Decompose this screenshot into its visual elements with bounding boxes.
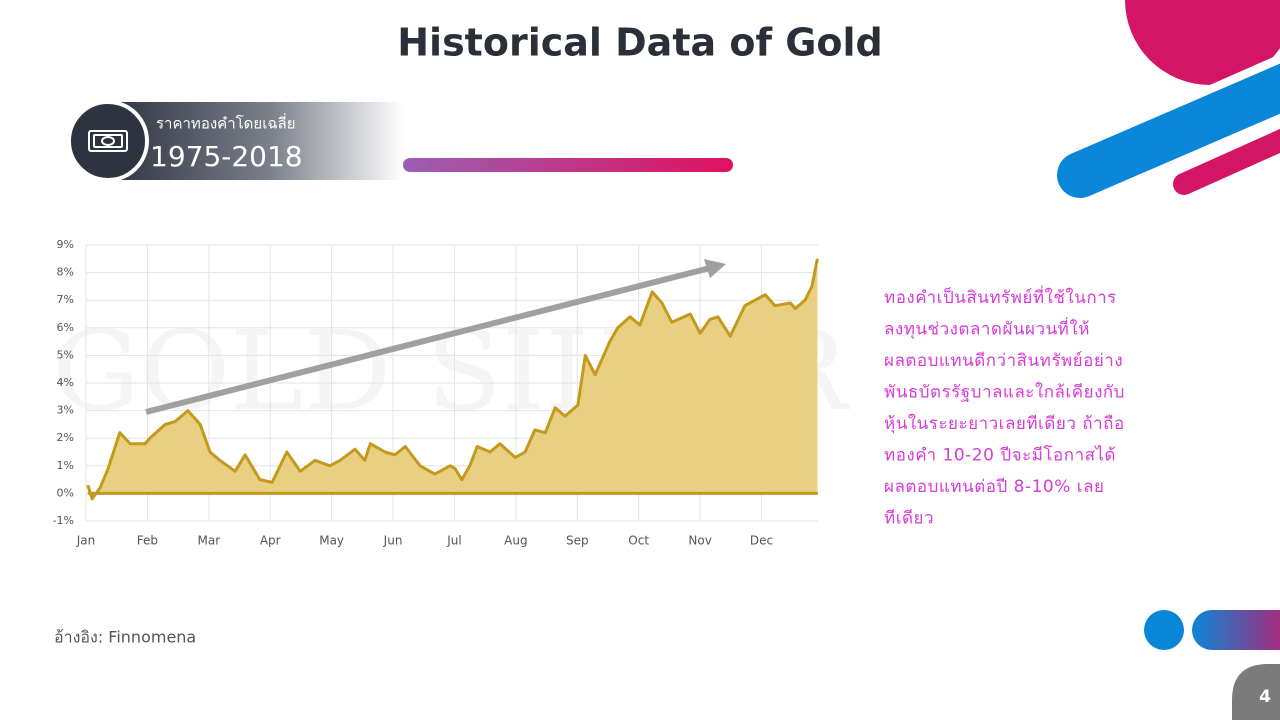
x-tick-label: May [319, 534, 344, 548]
pink-blob [1125, 0, 1280, 85]
x-tick-label: Sep [566, 534, 589, 548]
gradient-pill [1192, 610, 1280, 650]
x-tick-label: Oct [628, 534, 649, 548]
x-tick-label: Aug [504, 534, 527, 548]
x-tick-label: Jan [76, 534, 96, 548]
x-tick-label: Dec [750, 534, 773, 548]
badge-period: 1975-2018 [150, 140, 303, 173]
reference: อ้างอิง: Finnomena [54, 628, 196, 647]
x-tick-label: Jun [383, 534, 403, 548]
x-tick-label: Jul [446, 534, 461, 548]
paragraph: ทองคำเป็นสินทรัพย์ที่ใช้ในการลงทุนช่วงตล… [884, 285, 1125, 529]
x-tick-label: Feb [137, 534, 158, 548]
trend-arrow-head [704, 259, 726, 278]
blue-stripe [1057, 63, 1280, 198]
paragraph-line: พันธบัตรรัฐบาลและใกล้เคียงกับ [884, 382, 1125, 403]
area-line [86, 258, 819, 501]
accent-bar [403, 158, 733, 172]
paragraph-line: ทองคำเป็นสินทรัพย์ที่ใช้ในการ [884, 285, 1117, 308]
paragraph-line: หุ้นในระยะยาวเลยทีเดียว ถ้าถือ [884, 413, 1125, 434]
y-tick-label: 7% [57, 293, 74, 306]
y-tick-label: 0% [57, 486, 74, 499]
paragraph-line: ทองคำ 10-20 ปีจะมีโอกาสได้ [884, 445, 1116, 466]
y-tick-label: 1% [57, 459, 74, 472]
y-tick-label: -1% [53, 514, 74, 527]
pink-stripe [1173, 128, 1280, 195]
page-number: 4 [1259, 687, 1271, 707]
trend-arrow-shaft [145, 265, 711, 415]
blue-dot [1144, 610, 1184, 650]
y-tick-label: 5% [57, 348, 74, 361]
badge-caption: ราคาทองคำโดยเฉลี่ย [156, 113, 296, 133]
y-tick-label: 2% [57, 431, 74, 444]
y-tick-label: 9% [57, 238, 74, 251]
y-tick-label: 3% [57, 404, 74, 417]
chart: GOLD SILVER-1%0%1%2%3%4%5%6%7%8%9%Jan Feb… [52, 238, 851, 548]
badge-bar [108, 102, 403, 180]
paragraph-line: ผลตอบแทนต่อปี 8-10% เลย [884, 477, 1104, 497]
paragraph-line: ผลตอบแทนดีกว่าสินทรัพย์อย่าง [884, 351, 1123, 371]
y-tick-label: 8% [57, 266, 74, 279]
area-fill [87, 258, 818, 499]
paragraph-line: ลงทุนช่วงตลาดผันผวนที่ให้ [884, 317, 1090, 340]
y-tick-label: 6% [57, 321, 74, 334]
money-icon [88, 130, 128, 152]
decorations [1050, 0, 1280, 720]
page-tab [1232, 664, 1280, 720]
slide-title: Historical Data of Gold [397, 21, 883, 65]
paragraph-line: ทีเดียว [884, 509, 934, 529]
badge-circle [67, 100, 149, 182]
x-tick-label: Apr [260, 534, 281, 548]
x-tick-label: Nov [688, 534, 711, 548]
x-tick-label: Mar [197, 534, 220, 548]
y-tick-label: 4% [57, 376, 74, 389]
